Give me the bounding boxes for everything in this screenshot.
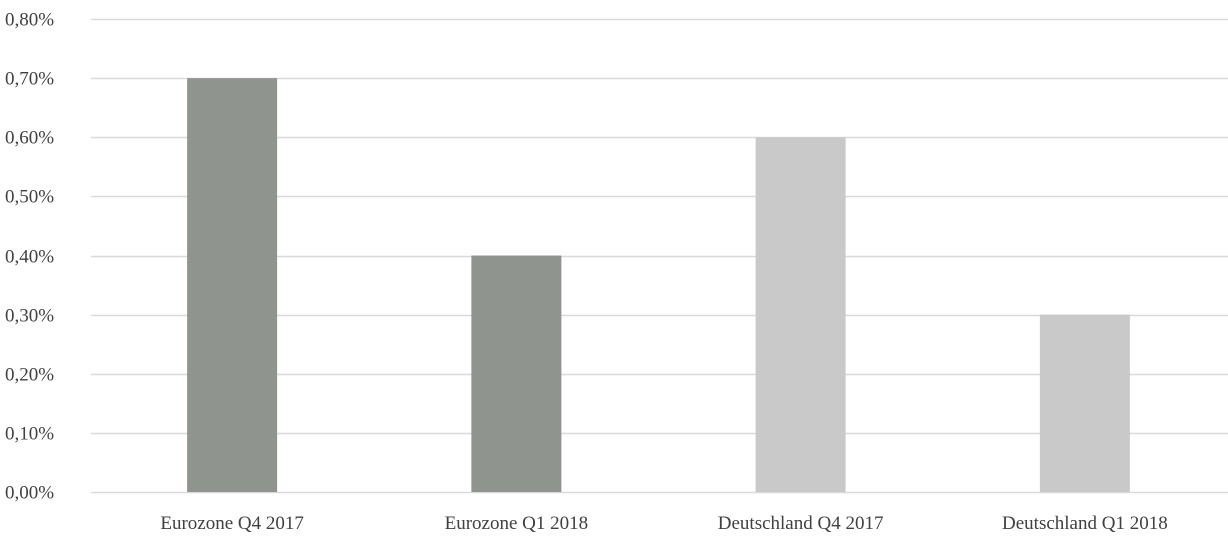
gridlines <box>91 18 1228 494</box>
bar <box>187 78 278 492</box>
y-tick-label: 0,30% <box>5 306 54 327</box>
x-tick-label: Eurozone Q1 2018 <box>445 513 589 534</box>
y-tick-label: 0,70% <box>5 69 54 90</box>
bar <box>755 137 846 492</box>
x-tick-label: Deutschland Q4 2017 <box>718 513 884 534</box>
y-tick-label: 0,80% <box>5 10 54 31</box>
bar <box>471 255 562 492</box>
bar <box>1039 314 1130 492</box>
y-tick-label: 0,10% <box>5 424 54 445</box>
y-tick-label: 0,20% <box>5 365 54 386</box>
y-axis-tick-labels: 0,00% 0,10% 0,20% 0,30% 0,40% 0,50% 0,60% 0,70%… <box>5 10 54 504</box>
y-tick-label: 0,60% <box>5 128 54 149</box>
bars <box>187 78 1130 492</box>
x-axis-tick-labels: Eurozone Q4 2017 Eurozone Q1 2018 Deutschl… <box>160 513 1167 534</box>
x-tick-label: Deutschland Q1 2018 <box>1002 513 1168 534</box>
y-tick-label: 0,40% <box>5 247 54 268</box>
x-tick-label: Eurozone Q4 2017 <box>160 513 304 534</box>
y-tick-label: 0,00% <box>5 483 54 504</box>
y-tick-label: 0,50% <box>5 187 54 208</box>
